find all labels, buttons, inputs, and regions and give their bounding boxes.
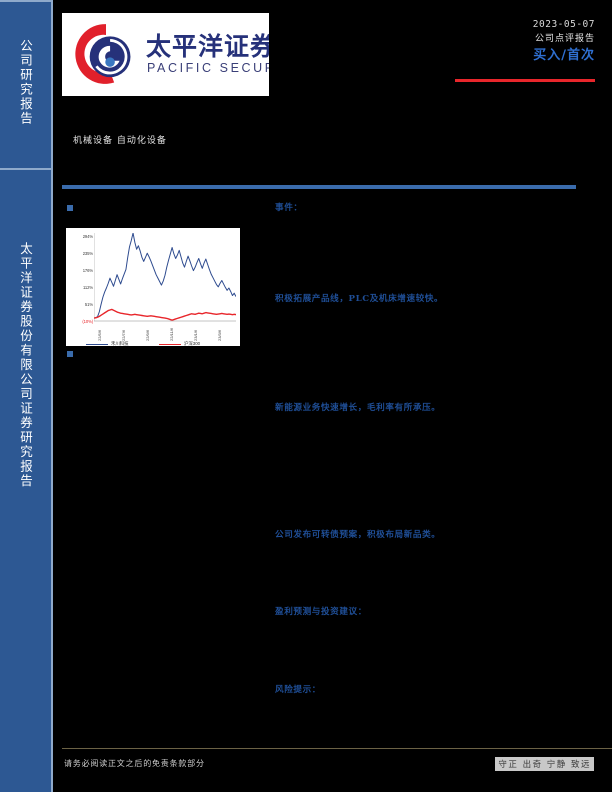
y-tick-0: 294% (82, 234, 93, 239)
company-logo: 太平洋证券 PACIFIC SECURITIES (62, 13, 269, 96)
chart-plot-area (94, 233, 236, 323)
y-tick-3: 112% (83, 285, 93, 290)
y-tick-2: 176% (82, 268, 93, 273)
logo-chinese-name: 太平洋证券 (146, 32, 269, 61)
legend-item-benchmark: 沪深300 (159, 335, 201, 346)
sidebar-company-label: 太平洋证券股份有限公司证券研究报告 (18, 241, 33, 489)
section-heading-forecast: 盈利预测与投资建议： (275, 607, 367, 617)
series-line-primary (94, 233, 236, 319)
chart-y-axis: 294% 235% 176% 112% 51% (10%) (69, 234, 93, 324)
series-line-benchmark (94, 308, 236, 321)
bullet-marker-secondary (67, 351, 73, 357)
legend-swatch-benchmark (159, 343, 181, 346)
document-page: 太平洋证券 PACIFIC SECURITIES 2023-05-07 公司点评… (53, 0, 612, 792)
chart-series-canvas (94, 233, 236, 322)
legend-swatch-primary (86, 343, 108, 346)
y-tick-5: (10%) (82, 319, 93, 324)
section-heading-risk: 风险提示： (275, 685, 321, 695)
rating-badge: 买入/首次 (533, 48, 595, 63)
section-heading-product: 积极拓展产品线，PLC及机床增速较快。 (275, 294, 444, 304)
pacific-securities-logo-icon (75, 24, 131, 84)
footer-slogan: 守正 出奇 宁静 致远 (495, 757, 594, 771)
report-date: 2023-05-07 (532, 19, 595, 30)
industry-breadcrumb: 机械设备 自动化设备 (73, 136, 167, 146)
sidebar-divider-mid (0, 168, 51, 170)
section-divider (62, 185, 576, 189)
bullet-marker-chart (67, 205, 73, 211)
footer-divider (62, 748, 612, 749)
report-type: 公司点评报告 (534, 34, 595, 44)
header-meta: 2023-05-07 公司点评报告 买入/首次 (345, 18, 595, 64)
y-tick-4: 51% (84, 302, 93, 307)
legend-label-benchmark: 沪深300 (184, 341, 201, 346)
footer-disclaimer: 请务必阅读正文之后的免责条款部分 (64, 759, 205, 768)
left-sidebar: 公司研究报告 太平洋证券股份有限公司证券研究报告 (0, 0, 53, 792)
y-tick-1: 235% (82, 251, 93, 256)
logo-english-name: PACIFIC SECURITIES (147, 61, 269, 75)
legend-item-primary: 禾川科技 (86, 335, 129, 346)
header-red-rule (455, 79, 595, 82)
section-heading-newenergy: 新能源业务快速增长，毛利率有所承压。 (275, 403, 441, 413)
section-heading-convertible: 公司发布可转债预案，积极布局新品类。 (275, 530, 441, 540)
sidebar-divider-top (0, 0, 51, 2)
sidebar-top-label: 公司研究报告 (18, 38, 33, 126)
chart-legend: 禾川科技 沪深300 (86, 335, 236, 346)
legend-label-primary: 禾川科技 (111, 341, 129, 346)
relative-performance-chart: 294% 235% 176% 112% 51% (10%) 22/5/6 22/… (66, 228, 240, 346)
section-heading-event: 事件： (275, 203, 303, 213)
